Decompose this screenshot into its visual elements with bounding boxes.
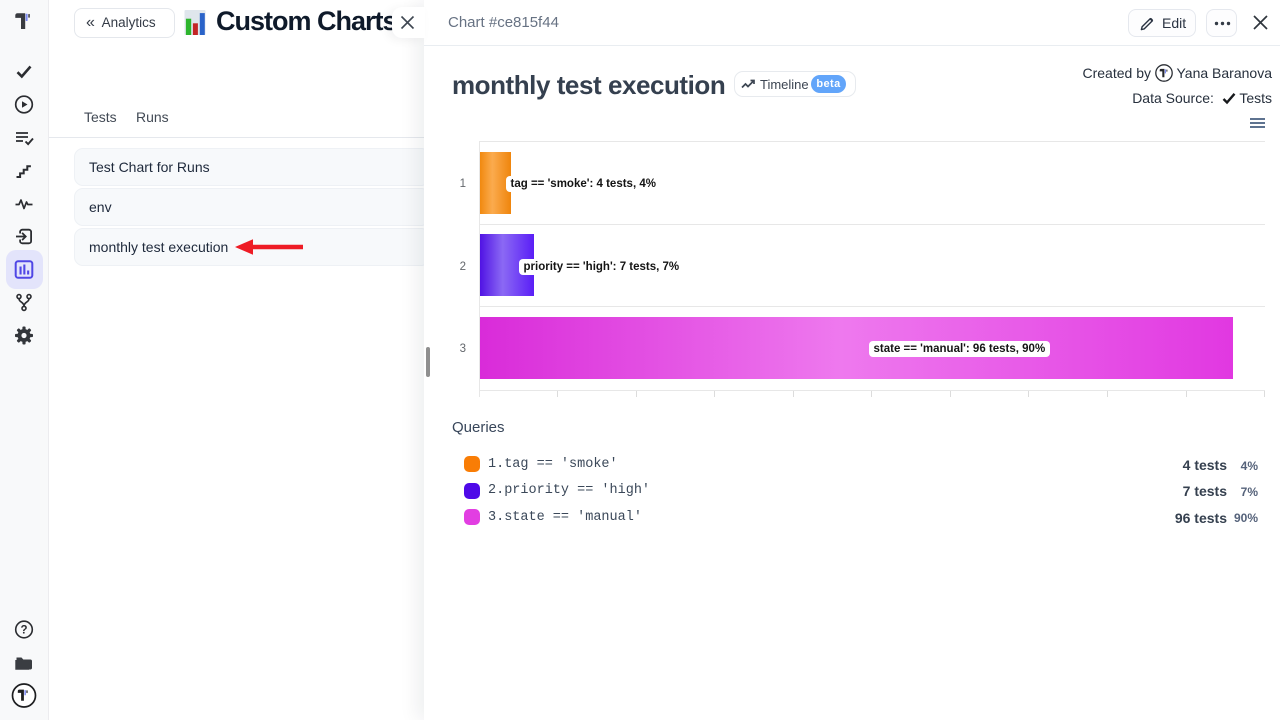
svg-text:?: ? [20,625,27,637]
